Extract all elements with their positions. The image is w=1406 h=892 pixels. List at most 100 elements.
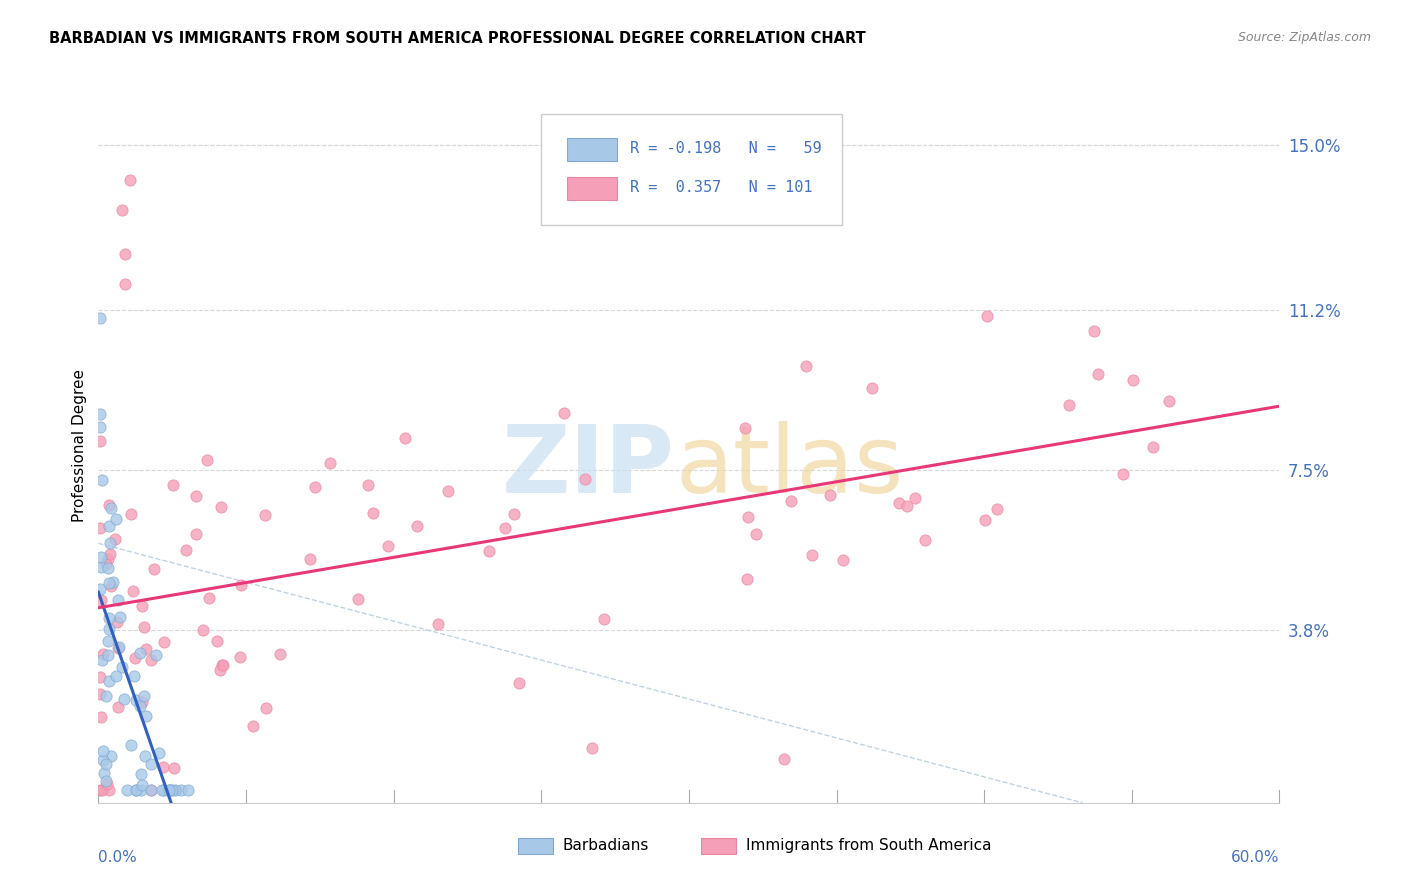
Point bbox=[152, 782, 174, 797]
Point bbox=[104, 669, 127, 683]
Point bbox=[132, 690, 155, 704]
Point bbox=[134, 748, 156, 763]
Point bbox=[209, 500, 232, 515]
Point bbox=[129, 699, 152, 714]
Text: Barbadians: Barbadians bbox=[562, 838, 650, 853]
Point bbox=[212, 657, 235, 672]
Text: Immigrants from South America: Immigrants from South America bbox=[745, 838, 991, 853]
Point bbox=[437, 483, 460, 498]
Point bbox=[896, 499, 918, 513]
Point bbox=[818, 488, 841, 502]
Point bbox=[197, 591, 219, 605]
Point bbox=[163, 761, 186, 775]
Text: atlas: atlas bbox=[675, 421, 904, 514]
Point bbox=[89, 670, 111, 684]
Point bbox=[347, 591, 370, 606]
Point bbox=[107, 700, 129, 714]
Point bbox=[304, 479, 326, 493]
Point bbox=[121, 584, 143, 599]
Point bbox=[91, 474, 114, 488]
Point bbox=[89, 434, 111, 449]
Point bbox=[477, 543, 499, 558]
Point bbox=[129, 646, 152, 660]
Point bbox=[97, 561, 120, 575]
Point bbox=[93, 753, 115, 767]
Point bbox=[1057, 398, 1080, 412]
Point bbox=[115, 782, 138, 797]
Text: 60.0%: 60.0% bbox=[1232, 850, 1279, 865]
Point bbox=[93, 765, 115, 780]
Point bbox=[494, 521, 516, 535]
Point bbox=[184, 526, 207, 541]
Point bbox=[91, 782, 114, 797]
Point bbox=[553, 406, 575, 420]
Point bbox=[1157, 393, 1180, 408]
Point bbox=[832, 553, 855, 567]
Point bbox=[131, 695, 153, 709]
Point bbox=[135, 708, 157, 723]
Point bbox=[794, 359, 817, 374]
Point bbox=[96, 777, 118, 791]
Point bbox=[209, 664, 232, 678]
Point bbox=[184, 489, 207, 503]
Point bbox=[427, 617, 450, 632]
Point bbox=[89, 686, 111, 700]
Point bbox=[177, 782, 200, 797]
Point bbox=[98, 536, 121, 550]
Point bbox=[581, 741, 603, 756]
Point bbox=[105, 615, 128, 630]
Point bbox=[114, 246, 136, 260]
Point bbox=[139, 756, 162, 771]
Point bbox=[111, 203, 134, 218]
Point bbox=[89, 549, 111, 564]
Point bbox=[636, 147, 658, 161]
Point bbox=[110, 610, 132, 624]
Point bbox=[107, 593, 129, 607]
Point bbox=[357, 477, 380, 491]
Point bbox=[89, 419, 111, 434]
Point bbox=[593, 612, 616, 626]
Point bbox=[254, 701, 277, 715]
Point bbox=[976, 309, 998, 323]
Point bbox=[904, 491, 927, 505]
Point bbox=[152, 759, 174, 773]
Point bbox=[112, 692, 135, 706]
Point bbox=[503, 507, 526, 521]
Point bbox=[90, 592, 112, 607]
Text: BARBADIAN VS IMMIGRANTS FROM SOUTH AMERICA PROFESSIONAL DEGREE CORRELATION CHART: BARBADIAN VS IMMIGRANTS FROM SOUTH AMERI… bbox=[49, 31, 866, 46]
Point bbox=[1087, 368, 1109, 382]
Point bbox=[229, 649, 252, 664]
Point bbox=[111, 659, 134, 673]
Point bbox=[125, 782, 148, 797]
Point bbox=[98, 498, 121, 512]
Point bbox=[94, 558, 117, 572]
Point bbox=[135, 642, 157, 657]
Point bbox=[162, 477, 184, 491]
Point bbox=[98, 518, 121, 533]
Point bbox=[887, 496, 910, 510]
Point bbox=[97, 552, 120, 566]
Point bbox=[131, 778, 153, 792]
Point bbox=[107, 640, 129, 654]
Point bbox=[1112, 467, 1135, 482]
Bar bbox=[567, 137, 617, 161]
Bar bbox=[700, 838, 737, 855]
Point bbox=[139, 653, 162, 667]
Point bbox=[114, 277, 136, 291]
Point bbox=[98, 622, 121, 636]
Point bbox=[148, 746, 170, 760]
Point bbox=[361, 506, 384, 520]
Bar bbox=[517, 838, 553, 855]
Point bbox=[145, 648, 167, 662]
Point bbox=[90, 709, 112, 723]
Point bbox=[96, 633, 118, 648]
FancyBboxPatch shape bbox=[541, 114, 842, 225]
Point bbox=[205, 634, 228, 648]
Point bbox=[174, 543, 197, 558]
Text: R = -0.198   N =   59: R = -0.198 N = 59 bbox=[630, 141, 821, 156]
Point bbox=[101, 575, 124, 590]
Point bbox=[125, 692, 148, 706]
Point bbox=[107, 640, 129, 655]
Point bbox=[89, 521, 111, 535]
Point bbox=[91, 744, 114, 758]
